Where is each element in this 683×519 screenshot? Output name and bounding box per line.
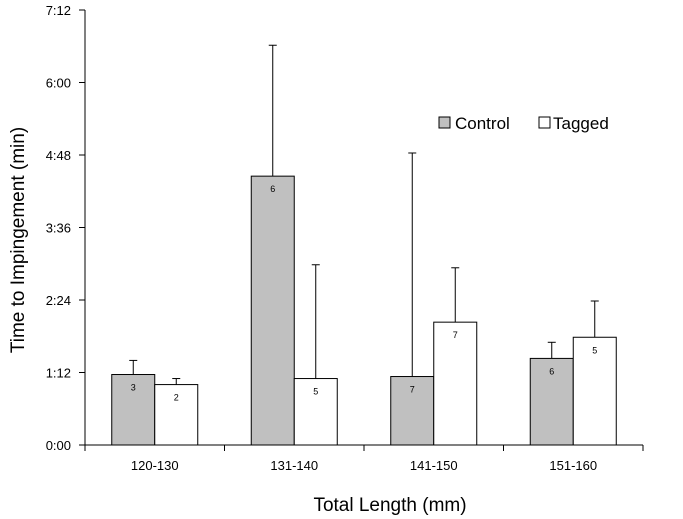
x-tick-label: 151-160 <box>549 458 597 473</box>
legend: Control Tagged <box>438 114 609 133</box>
bar-control <box>250 175 295 446</box>
bar-tagged <box>293 378 338 446</box>
sample-size-label-tagged: 7 <box>453 330 458 340</box>
sample-size-label-control: 6 <box>270 184 275 194</box>
y-axis-title: Time to Impingement (min) <box>8 127 29 353</box>
x-tick-label: 141-150 <box>410 458 458 473</box>
y-tick-label: 3:36 <box>46 221 71 236</box>
sample-size-label-control: 7 <box>410 385 415 395</box>
y-tick-label: 7:12 <box>46 3 71 18</box>
bar-tagged <box>433 321 478 446</box>
sample-size-label-tagged: 5 <box>592 345 597 355</box>
axes: 0:00 1:12 2:24 3:36 4:48 6:00 7:12 120-130 131-1… <box>46 3 644 473</box>
y-tick-label: 6:00 <box>46 76 71 91</box>
legend-swatch-tagged <box>538 116 551 129</box>
sample-size-label-tagged: 5 <box>313 387 318 397</box>
legend-swatch-control <box>438 116 451 129</box>
x-tick-label: 120-130 <box>131 458 179 473</box>
plot-area: 3 2 6 5 7 7 6 5 <box>111 44 617 446</box>
y-tick-label: 0:00 <box>46 438 71 453</box>
sample-size-label-tagged: 2 <box>174 393 179 403</box>
y-tick-label: 4:48 <box>46 148 71 163</box>
x-tick-label: 131-140 <box>270 458 318 473</box>
y-tick-label: 2:24 <box>46 293 71 308</box>
sample-size-label-control: 3 <box>131 383 136 393</box>
bar-tagged <box>572 336 617 446</box>
x-axis-title: Total Length (mm) <box>313 495 466 516</box>
y-tick-label: 1:12 <box>46 366 71 381</box>
legend-label-tagged: Tagged <box>553 114 609 133</box>
sample-size-label-control: 6 <box>549 366 554 376</box>
bar-control <box>111 374 156 446</box>
legend-label-control: Control <box>455 114 510 133</box>
